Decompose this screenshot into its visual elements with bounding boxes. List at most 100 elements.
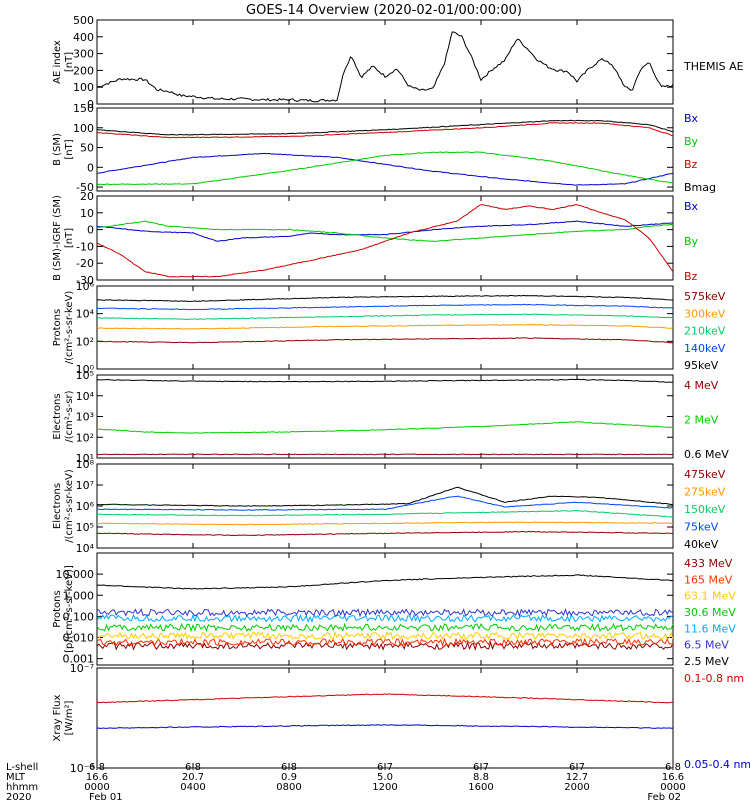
- series-line-40kev: [97, 486, 673, 507]
- y-axis-label: [W/m²]: [64, 700, 75, 735]
- x-row-label: 2020: [6, 792, 31, 800]
- x-tick-label-hhmm: 0800: [276, 782, 301, 793]
- x-tick-label-mlt: 16.6: [86, 772, 108, 783]
- legend-entry: 0.1-0.8 nm: [684, 672, 744, 685]
- legend-entry: 40keV: [684, 538, 719, 551]
- legend-entry: Bz: [684, 270, 698, 283]
- legend-entry: 4 MeV: [684, 379, 719, 392]
- y-axis-label: Protons: [52, 590, 63, 627]
- legend-entry: 475keV: [684, 468, 726, 481]
- x-row-label: L-shell: [6, 762, 38, 773]
- y-tick-label: 10¹: [76, 452, 94, 465]
- series-line-140kev: [97, 303, 673, 311]
- series-line-75kev: [97, 495, 673, 511]
- series-line-bz: [97, 122, 673, 139]
- x-tick-label-mlt: 20.7: [182, 772, 204, 783]
- x-tick-label-mlt: 16.6: [662, 772, 684, 783]
- y-tick-label: 10⁵: [76, 521, 94, 534]
- y-tick-label: 10⁴: [76, 308, 95, 321]
- x-tick-label-lshell: 6.8: [665, 762, 681, 773]
- series-line-63-1-mev: [97, 631, 673, 641]
- panel-bigrf: -30 -20 -10 0 10 20 B (SM)-IGRF (SM) [nT] Bx By Bz: [52, 190, 699, 287]
- y-tick-label: 10⁵: [76, 369, 94, 382]
- legend-entry: 2.5 MeV: [684, 655, 729, 668]
- y-tick-label: 150: [73, 102, 94, 115]
- legend-entry: THEMIS AE: [683, 60, 744, 73]
- legend-entry: Bx: [684, 112, 699, 125]
- x-tick-label-date: Feb 01: [89, 792, 123, 800]
- y-axis-label: /(cm²-s-sr-keV): [64, 291, 75, 365]
- legend-entry: 140keV: [684, 342, 726, 355]
- x-tick-label-mlt: 0.9: [281, 772, 297, 783]
- y-axis-label: AE index: [52, 40, 63, 84]
- y-axis-label: /(cm²-s-sr): [64, 390, 75, 442]
- panel-frame: [96, 374, 674, 459]
- x-tick-label-hhmm: 0000: [84, 782, 109, 793]
- series-line-0-6-mev: [97, 378, 673, 383]
- series-line-433-mev: [97, 640, 673, 651]
- y-tick-label: 10⁴: [76, 542, 95, 555]
- legend-entry: 575keV: [684, 290, 726, 303]
- series-line-bmag: [97, 119, 673, 136]
- y-axis-label: [nT]: [64, 139, 75, 159]
- legend-entry: 30.6 MeV: [684, 606, 736, 619]
- panel-xray: 10⁻⁸ 10⁻⁷ Xray Flux [W/m²] 0.1-0.8 nm 0.05-0.…: [52, 662, 750, 775]
- y-tick-label: 10⁰: [76, 363, 95, 376]
- y-tick-label: -20: [76, 257, 94, 270]
- panel-frame: [96, 667, 674, 769]
- y-tick-label: 10⁻⁷: [70, 662, 94, 675]
- y-tick-label: 0: [87, 98, 94, 111]
- x-tick-label-lshell: 6.7: [473, 762, 489, 773]
- legend-entry: 63.1 MeV: [684, 590, 736, 603]
- series-line-bx: [97, 152, 673, 186]
- panel-protons: 10⁰ 10² 10⁴ 10⁶ Protons/(cm²-s-sr-keV) 575keV…: [52, 280, 726, 376]
- series-line-2-5-mev: [97, 574, 673, 590]
- y-tick-label: 10⁸: [76, 458, 95, 471]
- y-tick-label: 50: [80, 142, 94, 155]
- legend-entry: 275keV: [684, 486, 726, 499]
- x-tick-label-lshell: 6.7: [377, 762, 393, 773]
- series-line-bx: [97, 220, 673, 242]
- series-line-300kev: [97, 324, 673, 330]
- y-tick-label: 0: [87, 161, 94, 174]
- legend-entry: Bx: [684, 200, 699, 213]
- chart-title: GOES-14 Overview (2020-02-01/00:00:00): [246, 3, 522, 18]
- series-line-6-5-mev: [97, 607, 673, 618]
- legend-entry: By: [684, 235, 699, 248]
- y-axis-label: [p/(cm²-s-sr-keV)]: [64, 565, 75, 653]
- x-tick-label-date: Feb 02: [647, 792, 681, 800]
- y-tick-label: 20: [80, 190, 94, 203]
- y-axis-label: Xray Flux: [52, 694, 63, 741]
- x-tick-label-lshell: 6.8: [185, 762, 201, 773]
- legend-entry: 95keV: [684, 359, 719, 372]
- y-tick-label: 1.000: [63, 589, 95, 602]
- x-tick-label-hhmm: 2000: [564, 782, 589, 793]
- x-row-label: hhmm: [6, 782, 38, 793]
- series-line-4-mev: [97, 453, 673, 456]
- x-tick-label-lshell: 6.7: [569, 762, 585, 773]
- y-tick-label: 0.001: [63, 653, 95, 666]
- y-axis-label: B (SM)-IGRF (SM): [52, 195, 63, 281]
- x-tick-label-mlt: 8.8: [473, 772, 489, 783]
- x-tick-label-mlt: 12.7: [566, 772, 588, 783]
- panel-b: -50 0 50 100 150 B (SM) [nT] Bx By Bz Bmag: [52, 102, 716, 194]
- legend-entry: 2 MeV: [684, 414, 719, 427]
- y-tick-label: 100: [73, 81, 94, 94]
- y-tick-label: 10⁴: [76, 390, 95, 403]
- panel-ae: 0 100 200 300 400 500 AE index [nT] THEMIS AE: [52, 14, 744, 111]
- series-line-30-6-mev: [97, 622, 673, 633]
- legend-entry: By: [684, 135, 699, 148]
- y-tick-label: 100: [73, 122, 94, 135]
- series-line-by: [97, 220, 673, 242]
- y-tick-label: 500: [73, 14, 94, 27]
- y-tick-label: 10: [80, 207, 94, 220]
- y-tick-label: 300: [73, 48, 94, 61]
- series-line-11-6-mev: [97, 613, 673, 624]
- series-line-by: [97, 151, 673, 186]
- x-tick-label-lshell: 6.8: [281, 762, 297, 773]
- y-tick-label: 400: [73, 31, 94, 44]
- x-tick-label-mlt: 5.0: [377, 772, 393, 783]
- y-tick-label: 0.100: [63, 610, 95, 623]
